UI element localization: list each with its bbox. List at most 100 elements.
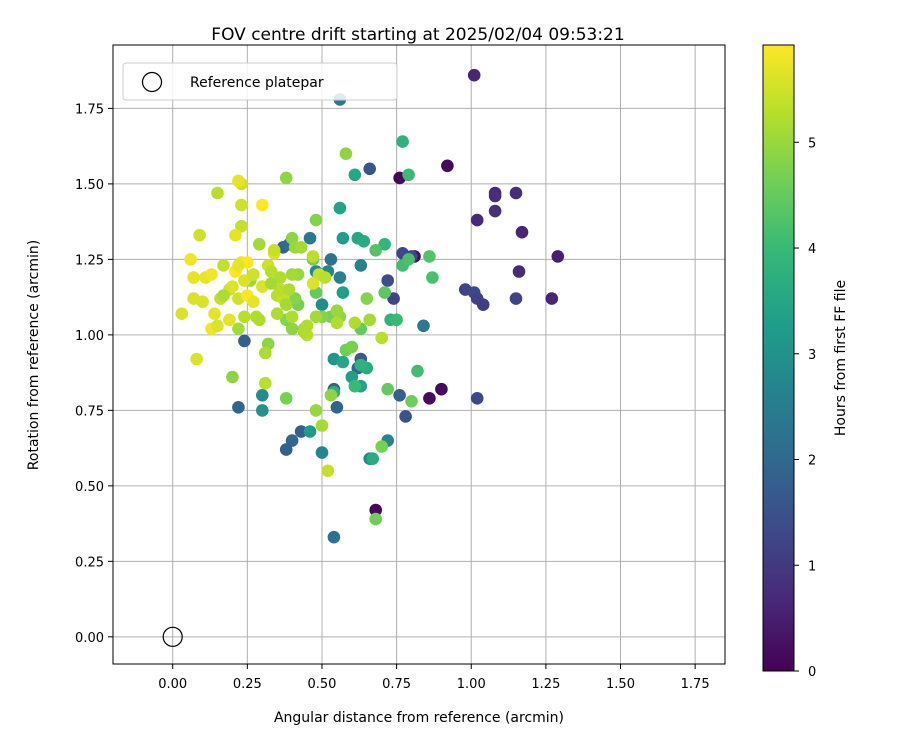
data-point bbox=[196, 295, 209, 309]
data-point bbox=[279, 392, 293, 405]
data-point bbox=[363, 162, 377, 176]
data-point bbox=[315, 298, 329, 312]
data-point bbox=[306, 277, 320, 290]
data-point bbox=[336, 355, 350, 369]
y-tick-label: 0.25 bbox=[75, 555, 104, 570]
data-point bbox=[333, 201, 347, 215]
data-point bbox=[238, 334, 251, 348]
data-point bbox=[187, 271, 200, 284]
data-point bbox=[423, 392, 436, 405]
data-point bbox=[339, 147, 353, 160]
colorbar-label: Hours from first FF file bbox=[833, 280, 849, 436]
legend: Reference platepar bbox=[122, 62, 398, 101]
data-point bbox=[402, 168, 415, 182]
data-point bbox=[211, 186, 224, 200]
data-point bbox=[279, 298, 293, 312]
data-point bbox=[402, 253, 415, 266]
data-point bbox=[330, 401, 344, 414]
data-point bbox=[315, 446, 329, 459]
data-point bbox=[303, 231, 317, 245]
colorbar bbox=[763, 45, 794, 671]
data-point bbox=[273, 283, 287, 296]
data-point bbox=[282, 283, 296, 296]
data-point bbox=[270, 307, 284, 321]
reference-marker-group bbox=[162, 626, 183, 647]
data-point bbox=[369, 503, 383, 517]
data-point bbox=[190, 352, 203, 366]
data-point bbox=[255, 198, 269, 212]
data-point bbox=[441, 159, 454, 173]
x-tick-label: 0.00 bbox=[158, 677, 187, 692]
data-point bbox=[417, 319, 430, 333]
data-point bbox=[488, 189, 502, 203]
y-tick-label: 1.50 bbox=[75, 178, 104, 193]
data-point bbox=[488, 204, 502, 218]
data-point bbox=[264, 265, 278, 278]
data-point bbox=[193, 228, 206, 242]
legend-entry-reference: Reference platepar bbox=[190, 75, 324, 91]
y-tick-label: 1.00 bbox=[75, 329, 104, 344]
data-point bbox=[390, 313, 403, 327]
data-point bbox=[175, 307, 188, 321]
data-point bbox=[205, 268, 218, 281]
data-point bbox=[387, 292, 400, 305]
colorbar-tick-label: 2 bbox=[808, 454, 816, 469]
data-point bbox=[345, 340, 359, 354]
data-point bbox=[324, 389, 338, 402]
data-point bbox=[223, 313, 236, 327]
data-point bbox=[226, 280, 239, 293]
data-point bbox=[393, 389, 406, 402]
data-point bbox=[435, 382, 448, 396]
data-point bbox=[354, 259, 368, 272]
data-point bbox=[348, 379, 362, 393]
data-point bbox=[366, 452, 380, 466]
colorbar-tick-label: 3 bbox=[808, 348, 816, 363]
data-point bbox=[232, 322, 245, 336]
data-point bbox=[357, 235, 371, 248]
legend-reference-marker bbox=[141, 71, 163, 93]
x-axis-label: Angular distance from reference (arcmin) bbox=[274, 710, 564, 726]
data-point bbox=[279, 171, 293, 185]
data-point bbox=[375, 440, 389, 453]
data-point bbox=[211, 319, 224, 333]
data-point bbox=[232, 259, 245, 272]
data-point bbox=[512, 265, 526, 278]
data-point bbox=[217, 289, 230, 302]
colorbar-frame bbox=[762, 44, 795, 672]
data-point bbox=[259, 376, 272, 390]
data-point bbox=[259, 346, 272, 360]
data-point bbox=[399, 410, 412, 423]
chart-title: FOV centre drift starting at 2025/02/04 … bbox=[211, 25, 624, 45]
y-tick-label: 0.75 bbox=[75, 404, 104, 419]
data-point bbox=[476, 298, 490, 312]
data-point bbox=[426, 271, 439, 284]
y-axis-label: Rotation from reference (arcmin) bbox=[26, 240, 42, 470]
data-point bbox=[348, 168, 362, 182]
data-point bbox=[279, 443, 293, 456]
data-point bbox=[255, 389, 269, 402]
data-point bbox=[381, 274, 395, 287]
data-point bbox=[330, 316, 344, 330]
data-point bbox=[423, 250, 436, 263]
data-point bbox=[285, 322, 299, 336]
data-point bbox=[378, 286, 392, 299]
data-point bbox=[405, 395, 418, 408]
y-tick-label: 1.25 bbox=[75, 253, 104, 268]
data-point bbox=[411, 364, 424, 378]
x-tick-label: 0.50 bbox=[307, 677, 336, 692]
data-point bbox=[285, 268, 299, 281]
data-point bbox=[229, 228, 242, 242]
x-axis-ticks: 0.00 0.25 0.50 0.75 1.00 1.25 1.50 1.75 bbox=[158, 664, 710, 692]
data-point bbox=[267, 244, 281, 257]
data-point bbox=[396, 135, 409, 148]
data-point bbox=[381, 382, 395, 396]
data-point bbox=[318, 271, 332, 284]
data-point bbox=[232, 401, 245, 414]
data-point bbox=[515, 225, 529, 239]
data-point bbox=[297, 325, 311, 339]
data-point bbox=[324, 253, 338, 266]
y-axis-ticks: 0.00 0.25 0.50 0.75 1.00 1.25 1.50 1.75 bbox=[75, 102, 113, 646]
data-point bbox=[235, 198, 248, 212]
data-point bbox=[330, 304, 344, 318]
x-tick-label: 1.00 bbox=[457, 677, 486, 692]
